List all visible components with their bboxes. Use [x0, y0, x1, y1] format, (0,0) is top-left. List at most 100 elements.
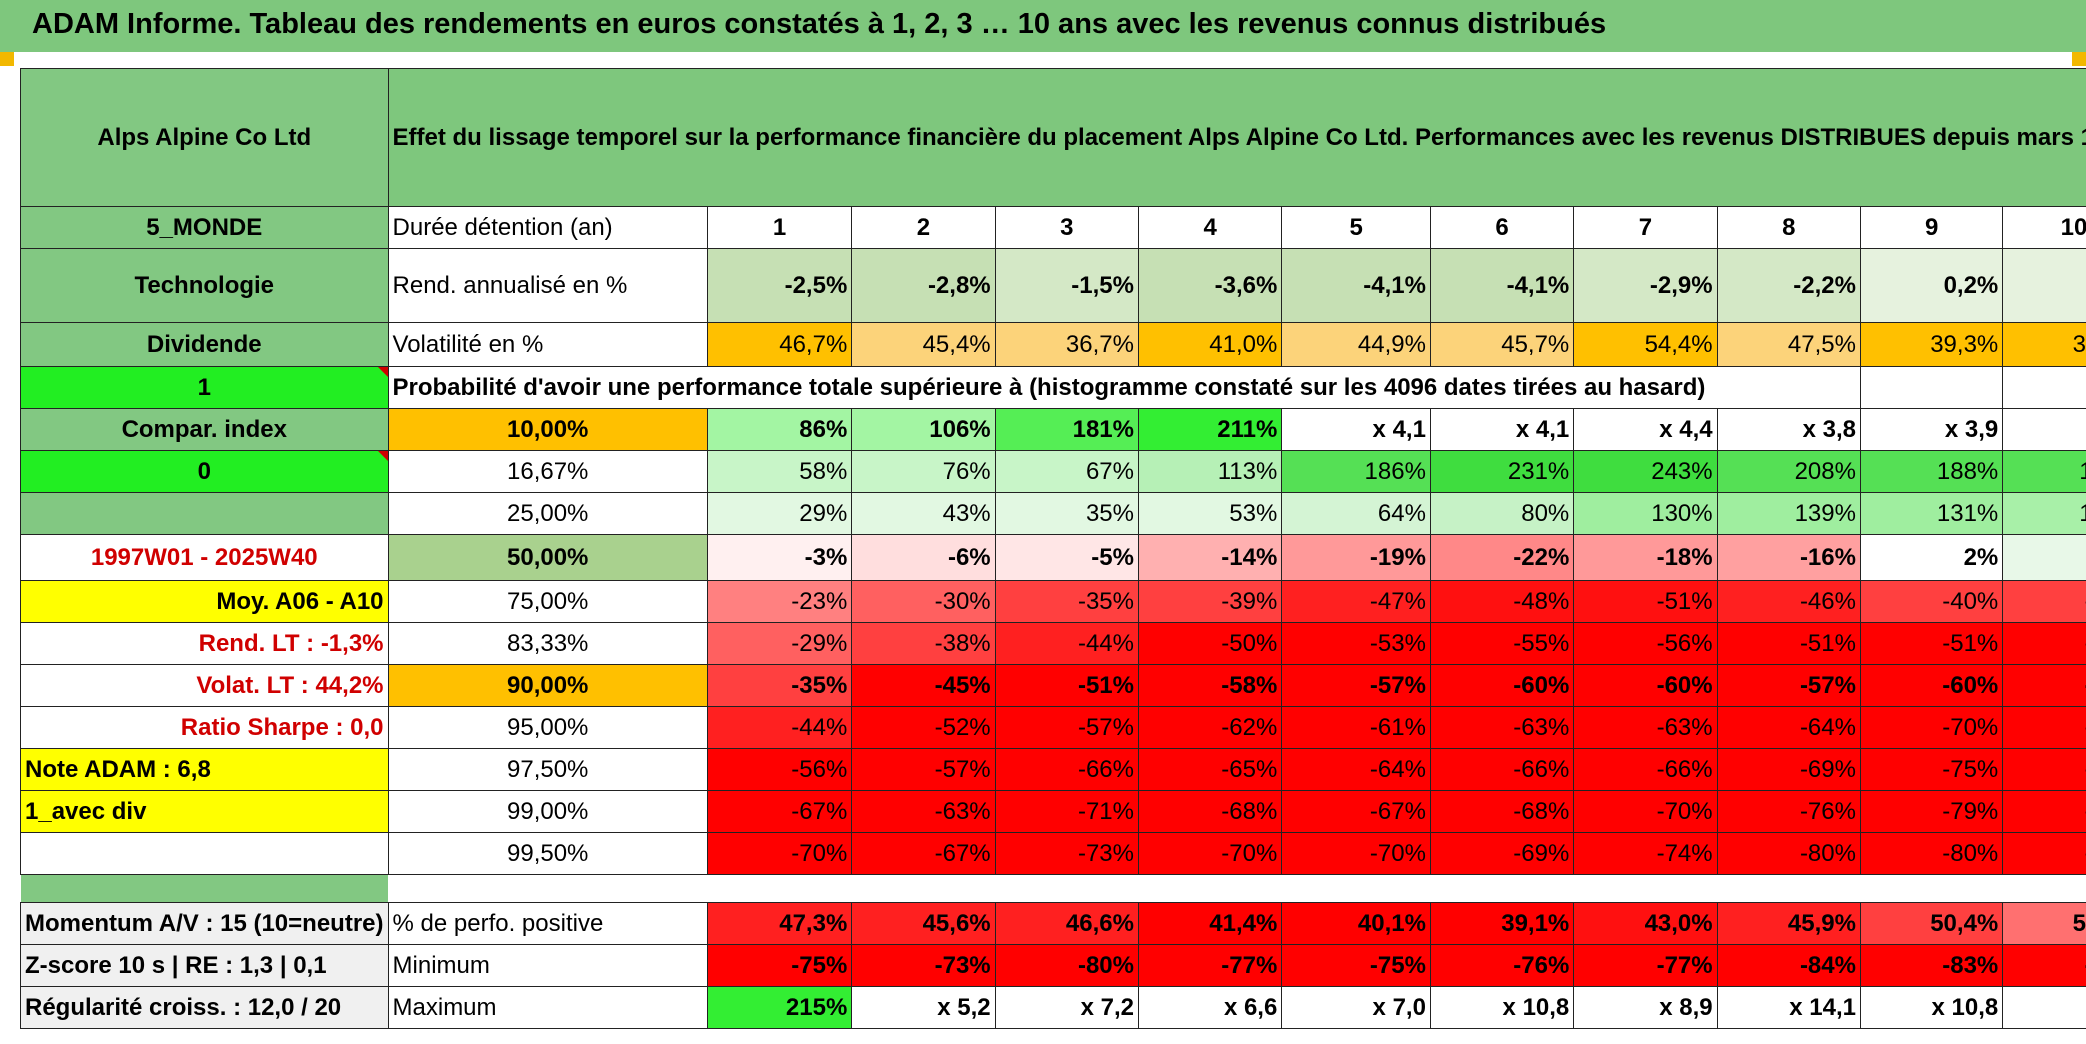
percentile-value: 181% [994, 408, 1139, 451]
percentile-value: 188% [1859, 450, 2004, 493]
percentile-value: 29% [706, 492, 853, 535]
footer-value: -77% [1137, 944, 1283, 987]
percentile-value: x 3,8 [1716, 408, 1861, 451]
rend-value: -2,2% [1716, 248, 1861, 323]
percentile-value: 193% [2002, 450, 2086, 493]
footer-value: x 6,6 [1137, 986, 1283, 1029]
footer-value: -77% [1573, 944, 1718, 987]
percentile-value: -68% [1429, 790, 1575, 833]
percentile-value: 58% [706, 450, 853, 493]
percentile-value: -14% [1137, 534, 1283, 581]
empty-side [20, 492, 389, 535]
percentile-value: 27% [2002, 534, 2086, 581]
percentile-value: -60% [1573, 664, 1718, 707]
footer-value: x 5,2 [851, 986, 996, 1029]
rend-value: -2,9% [1573, 248, 1718, 323]
percentile-value: -58% [2002, 664, 2086, 707]
footer-value: x 10,8 [1429, 986, 1575, 1029]
percentile-value: 131% [1859, 492, 2004, 535]
spacer-cell [388, 874, 2086, 903]
volatility-value: 46,7% [706, 322, 853, 367]
spacer-cell [20, 874, 389, 903]
compar-index-label: Compar. index [20, 408, 389, 451]
percentile-value: -66% [1429, 748, 1575, 791]
footer-value: -80% [994, 944, 1139, 987]
percentile-value: -62% [1137, 706, 1283, 749]
performance-table: Alps Alpine Co Ltd Effet du lissage temp… [20, 68, 2086, 1029]
percentile-value: -22% [1429, 534, 1575, 581]
footer-value: -83% [2002, 944, 2086, 987]
percentile-value: 113% [1137, 450, 1283, 493]
percentile-label: 10,00% [387, 408, 708, 451]
percentile-value: 130% [1573, 492, 1718, 535]
percentile-value: -70% [2002, 706, 2086, 749]
flag-zero: 0 [20, 450, 389, 493]
rend-lt-label: Rend. LT : -1,3% [20, 622, 389, 665]
percentile-value: x 4,1 [1429, 408, 1575, 451]
percentile-value: 43% [851, 492, 996, 535]
fund-description: Effet du lissage temporel sur la perform… [387, 68, 2086, 207]
percentile-label: 90,00% [387, 664, 708, 707]
percentile-value: -53% [1281, 622, 1431, 665]
footer-value: 47,3% [706, 902, 853, 945]
percentile-value: 139% [1716, 492, 1861, 535]
moy-label: Moy. A06 - A10 [20, 580, 389, 623]
sector-label: Technologie [20, 248, 389, 323]
percentile-label: 50,00% [387, 534, 708, 581]
rend-value: -4,1% [1429, 248, 1575, 323]
percentile-value: -51% [994, 664, 1139, 707]
percentile-value: -29% [706, 622, 853, 665]
year-header-5: 5 [1281, 206, 1431, 249]
volatility-value: 45,4% [851, 322, 996, 367]
footer-value: -75% [706, 944, 853, 987]
empty-cell [2002, 366, 2086, 409]
percentile-value: -74% [1573, 832, 1718, 875]
footer-value: 215% [706, 986, 853, 1029]
percentile-value: -69% [1716, 748, 1861, 791]
percentile-value: -57% [851, 748, 996, 791]
percentile-value: -61% [1281, 706, 1431, 749]
percentile-value: -16% [1716, 534, 1861, 581]
percentile-value: -56% [1573, 622, 1718, 665]
percentile-value: -47% [1281, 580, 1431, 623]
percentile-value: -48% [1429, 580, 1575, 623]
year-header-10: 10 [2002, 206, 2086, 249]
flag-one: 1 [20, 366, 389, 409]
percentile-value: -40% [1859, 580, 2004, 623]
footer-value: -83% [1859, 944, 2004, 987]
percentile-value: -79% [1859, 790, 2004, 833]
volatility-value: 44,9% [1281, 322, 1431, 367]
year-header-4: 4 [1137, 206, 1283, 249]
percentile-value: -70% [1859, 706, 2004, 749]
maximum-row: Régularité croiss. : 12,0 / 20 Maximum 215… [20, 986, 2086, 1029]
footer-value: 39,1% [1429, 902, 1575, 945]
percentile-value: -67% [706, 790, 853, 833]
footer-value: x 7,0 [1281, 986, 1431, 1029]
report-title: ADAM Informe. Tableau des rendements en … [32, 8, 1607, 40]
percentile-value: x 3,7 [2002, 408, 2086, 451]
percentile-value: 64% [1281, 492, 1431, 535]
percentile-value: -30% [851, 580, 996, 623]
income-label: Dividende [20, 322, 389, 367]
percentile-value: -66% [1573, 748, 1718, 791]
percentile-label: 99,00% [387, 790, 708, 833]
rend-label: Rend. annualisé en % [387, 248, 708, 323]
percentile-value: 53% [1137, 492, 1283, 535]
positive-row: Momentum A/V : 15 (10=neutre)% de perfo.… [20, 902, 2086, 945]
percentile-value: -80% [1716, 832, 1861, 875]
percentile-value: -66% [994, 748, 1139, 791]
percentile-value: -68% [1137, 790, 1283, 833]
percentile-value: -38% [851, 622, 996, 665]
table-row: Moy. A06 - A10 75,00% -23% -30% -35% -39% -47%… [20, 580, 2086, 623]
percentile-value: -51% [1573, 580, 1718, 623]
percentile-value: -64% [1281, 748, 1431, 791]
footer-label: Maximum [387, 986, 708, 1029]
corner-marker [2072, 52, 2086, 66]
footer-value: 50,4% [1859, 902, 2004, 945]
footer-value: -73% [851, 944, 996, 987]
minimum-row: Z-score 10 s | RE : 1,3 | 0,1 Minimum -75%… [20, 944, 2086, 987]
corner-marker [0, 52, 14, 66]
percentile-value: -67% [1281, 790, 1431, 833]
percentile-value: 208% [1716, 450, 1861, 493]
percentile-value: -51% [1716, 622, 1861, 665]
